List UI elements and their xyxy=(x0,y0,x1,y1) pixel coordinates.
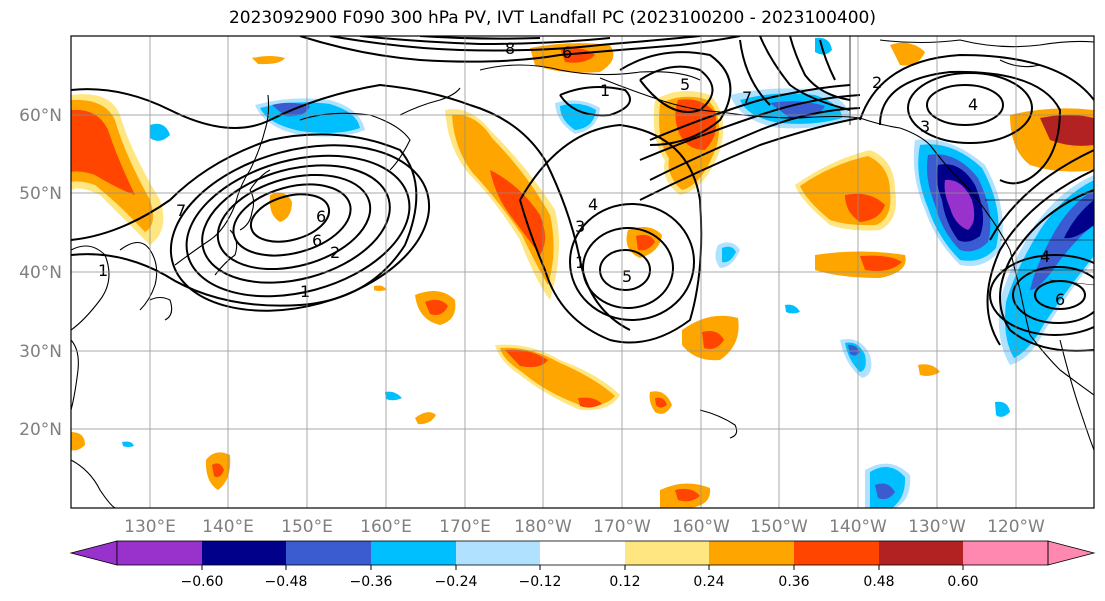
contour-label: 5 xyxy=(622,267,632,286)
contour-label: 4 xyxy=(1040,247,1050,266)
contour-label: 5 xyxy=(680,75,690,94)
lat-label: 30°N xyxy=(19,342,62,362)
pv-contours xyxy=(71,36,1094,352)
colorbar-tick-label: −0.24 xyxy=(435,574,478,590)
colorbar-tick-label: 0.12 xyxy=(609,574,640,590)
longitude-labels: 130°E 140°E 150°E 160°E 170°E 180°W 170°… xyxy=(124,517,1045,537)
pv-negative-anomalies xyxy=(122,37,1094,508)
contour-label: 7 xyxy=(176,201,186,220)
colorbar-segment xyxy=(794,541,879,565)
lon-label: 140°W xyxy=(829,517,887,537)
lat-label: 50°N xyxy=(19,184,62,204)
contour-label: 4 xyxy=(588,195,598,214)
lon-label: 150°E xyxy=(281,517,333,537)
lon-label: 170°W xyxy=(593,517,651,537)
colorbar-segment xyxy=(286,541,371,565)
colorbar-right-extension xyxy=(1047,540,1096,566)
lon-label: 140°E xyxy=(202,517,254,537)
lon-label: 160°E xyxy=(360,517,412,537)
colorbar-segment xyxy=(371,541,456,565)
colorbar-segment xyxy=(625,541,709,565)
colorbar-tick-label: 0.36 xyxy=(778,574,809,590)
lat-label: 20°N xyxy=(19,420,62,440)
contour-label: 3 xyxy=(920,117,930,136)
contour-label: 1 xyxy=(98,261,108,280)
pv-positive-anomalies xyxy=(71,42,1094,508)
contour-label: 1 xyxy=(300,282,310,301)
contour-label: 2 xyxy=(872,73,882,92)
colorbar: −0.60 −0.48 −0.36 −0.24 −0.12 0.12 0.24 … xyxy=(69,540,1096,590)
contour-label: 6 xyxy=(312,231,322,250)
contour-label: 6 xyxy=(316,207,326,226)
colorbar-tick-label: 0.24 xyxy=(693,574,724,590)
colorbar-left-extension xyxy=(69,540,118,566)
contour-label: 2 xyxy=(330,243,340,262)
lon-label: 130°E xyxy=(124,517,176,537)
contour-labels: 8 6 1 5 7 2 4 3 6 7 4 3 5 6 2 1 1 1 6 4 xyxy=(98,39,1065,309)
colorbar-tick-label: −0.48 xyxy=(265,574,308,590)
contour-label: 7 xyxy=(742,88,752,107)
colorbar-segment xyxy=(456,541,540,565)
colorbar-segment xyxy=(540,541,625,565)
colorbar-tick-label: 0.48 xyxy=(863,574,894,590)
colorbar-segment xyxy=(117,541,202,565)
colorbar-frame xyxy=(116,540,1049,566)
colorbar-tick-label: −0.60 xyxy=(181,574,224,590)
colorbar-ticks xyxy=(201,565,964,570)
colorbar-tick-label: −0.36 xyxy=(350,574,393,590)
lon-label: 150°W xyxy=(750,517,808,537)
latitude-labels: 60°N 50°N 40°N 30°N 20°N xyxy=(19,106,62,440)
contour-label: 3 xyxy=(575,217,585,236)
map-title: 2023092900 F090 300 hPa PV, IVT Landfall… xyxy=(228,8,876,28)
gridlines xyxy=(71,36,1094,508)
contour-label: 1 xyxy=(600,81,610,100)
colorbar-segment xyxy=(709,541,794,565)
colorbar-segment xyxy=(963,541,1048,565)
colorbar-segment xyxy=(879,541,963,565)
lon-label: 170°E xyxy=(439,517,491,537)
colorbar-tick-label: −0.12 xyxy=(519,574,562,590)
contour-label: 6 xyxy=(1055,290,1065,309)
contour-label: 8 xyxy=(505,39,515,58)
contour-label: 6 xyxy=(562,43,572,62)
lon-label: 160°W xyxy=(672,517,730,537)
lon-label: 180°W xyxy=(514,517,572,537)
lon-label: 130°W xyxy=(908,517,966,537)
colorbar-segment xyxy=(202,541,286,565)
contour-label: 4 xyxy=(968,95,978,114)
lat-label: 40°N xyxy=(19,263,62,283)
lat-label: 60°N xyxy=(19,106,62,126)
lon-label: 120°W xyxy=(987,517,1045,537)
colorbar-tick-label: 0.60 xyxy=(947,574,978,590)
contour-label: 1 xyxy=(575,253,585,272)
map-frame xyxy=(70,35,1095,509)
